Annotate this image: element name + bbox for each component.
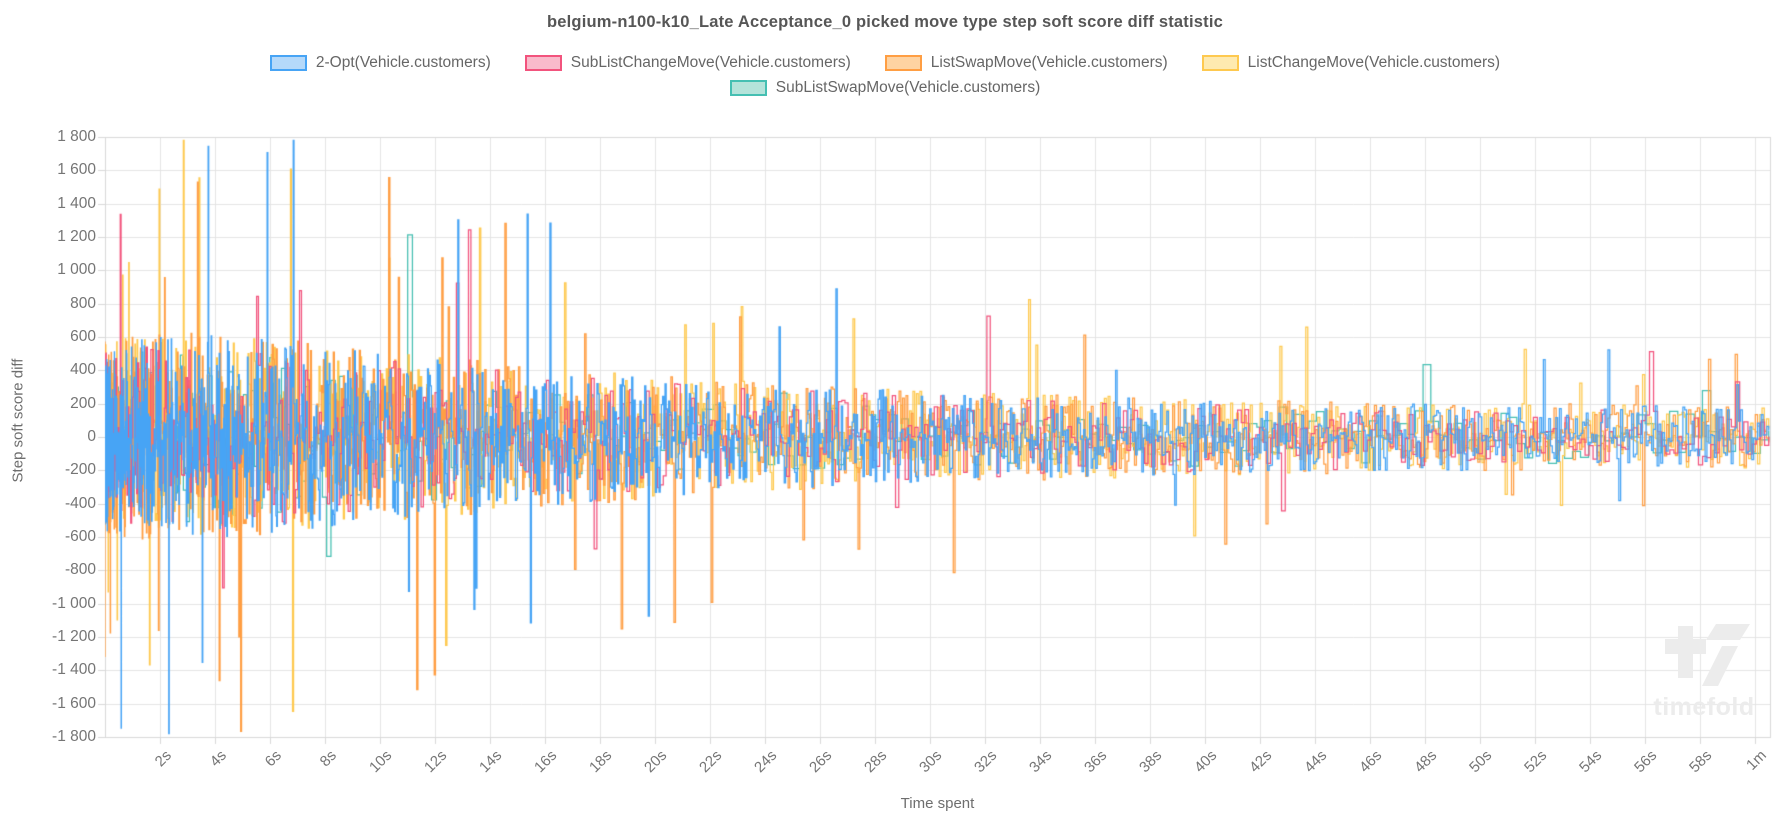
- legend-label: 2-Opt(Vehicle.customers): [315, 54, 491, 71]
- legend-item-4[interactable]: ListChangeMove(Vehicle.customers): [1201, 54, 1501, 72]
- y-tick-label: -1 800: [52, 728, 96, 745]
- chart-title: belgium-n100-k10_Late Acceptance_0 picke…: [546, 13, 1224, 31]
- y-tick-label: -1 000: [52, 594, 96, 612]
- y-tick-label: -200: [64, 461, 96, 479]
- y-tick-label: -1 400: [52, 661, 96, 679]
- y-tick-label: -1 600: [52, 694, 96, 712]
- y-tick-label: -800: [64, 561, 96, 579]
- y-tick-label: 0: [87, 428, 96, 445]
- y-tick-label: 1 800: [57, 128, 96, 145]
- legend-item-3[interactable]: ListSwapMove(Vehicle.customers): [884, 54, 1168, 72]
- legend-row: SubListSwapMove(Vehicle.customers): [729, 79, 1041, 97]
- y-tick-label: 1 400: [57, 194, 96, 212]
- y-tick-label: 400: [70, 361, 96, 379]
- legend-label: ListChangeMove(Vehicle.customers): [1247, 54, 1501, 71]
- legend-label: ListSwapMove(Vehicle.customers): [930, 54, 1168, 71]
- legend-label: SubListChangeMove(Vehicle.customers): [570, 54, 851, 71]
- y-tick-label: 1 600: [57, 161, 96, 179]
- x-axis-title: Time spent: [900, 795, 975, 812]
- y-tick-label: 1 000: [57, 261, 96, 279]
- legend-item-5[interactable]: SubListSwapMove(Vehicle.customers): [729, 79, 1041, 97]
- legend: 2-Opt(Vehicle.customers) SubListChangeMov…: [0, 54, 1770, 97]
- legend-row: 2-Opt(Vehicle.customers) SubListChangeMov…: [269, 54, 1501, 72]
- y-tick-label: -400: [64, 494, 96, 512]
- legend-item-2[interactable]: SubListChangeMove(Vehicle.customers): [524, 54, 851, 72]
- legend-label: SubListSwapMove(Vehicle.customers): [775, 79, 1041, 96]
- legend-item-1[interactable]: 2-Opt(Vehicle.customers): [269, 54, 491, 72]
- y-tick-label: 800: [70, 294, 96, 312]
- watermark-text: timefold: [1653, 693, 1755, 721]
- timefold-watermark: timefold: [1645, 620, 1763, 722]
- legend-swatch-icon: [729, 80, 767, 96]
- legend-swatch-icon: [1201, 55, 1239, 71]
- y-tick-label: -1 200: [52, 628, 96, 645]
- y-tick-label: -600: [64, 528, 96, 545]
- y-tick-label: 200: [70, 394, 96, 412]
- legend-swatch-icon: [269, 55, 307, 71]
- y-tick-label: 600: [70, 328, 96, 345]
- timefold-logo-icon: [1665, 624, 1750, 686]
- y-tick-label: 1 200: [57, 228, 96, 245]
- legend-swatch-icon: [884, 55, 922, 71]
- legend-swatch-icon: [524, 55, 562, 71]
